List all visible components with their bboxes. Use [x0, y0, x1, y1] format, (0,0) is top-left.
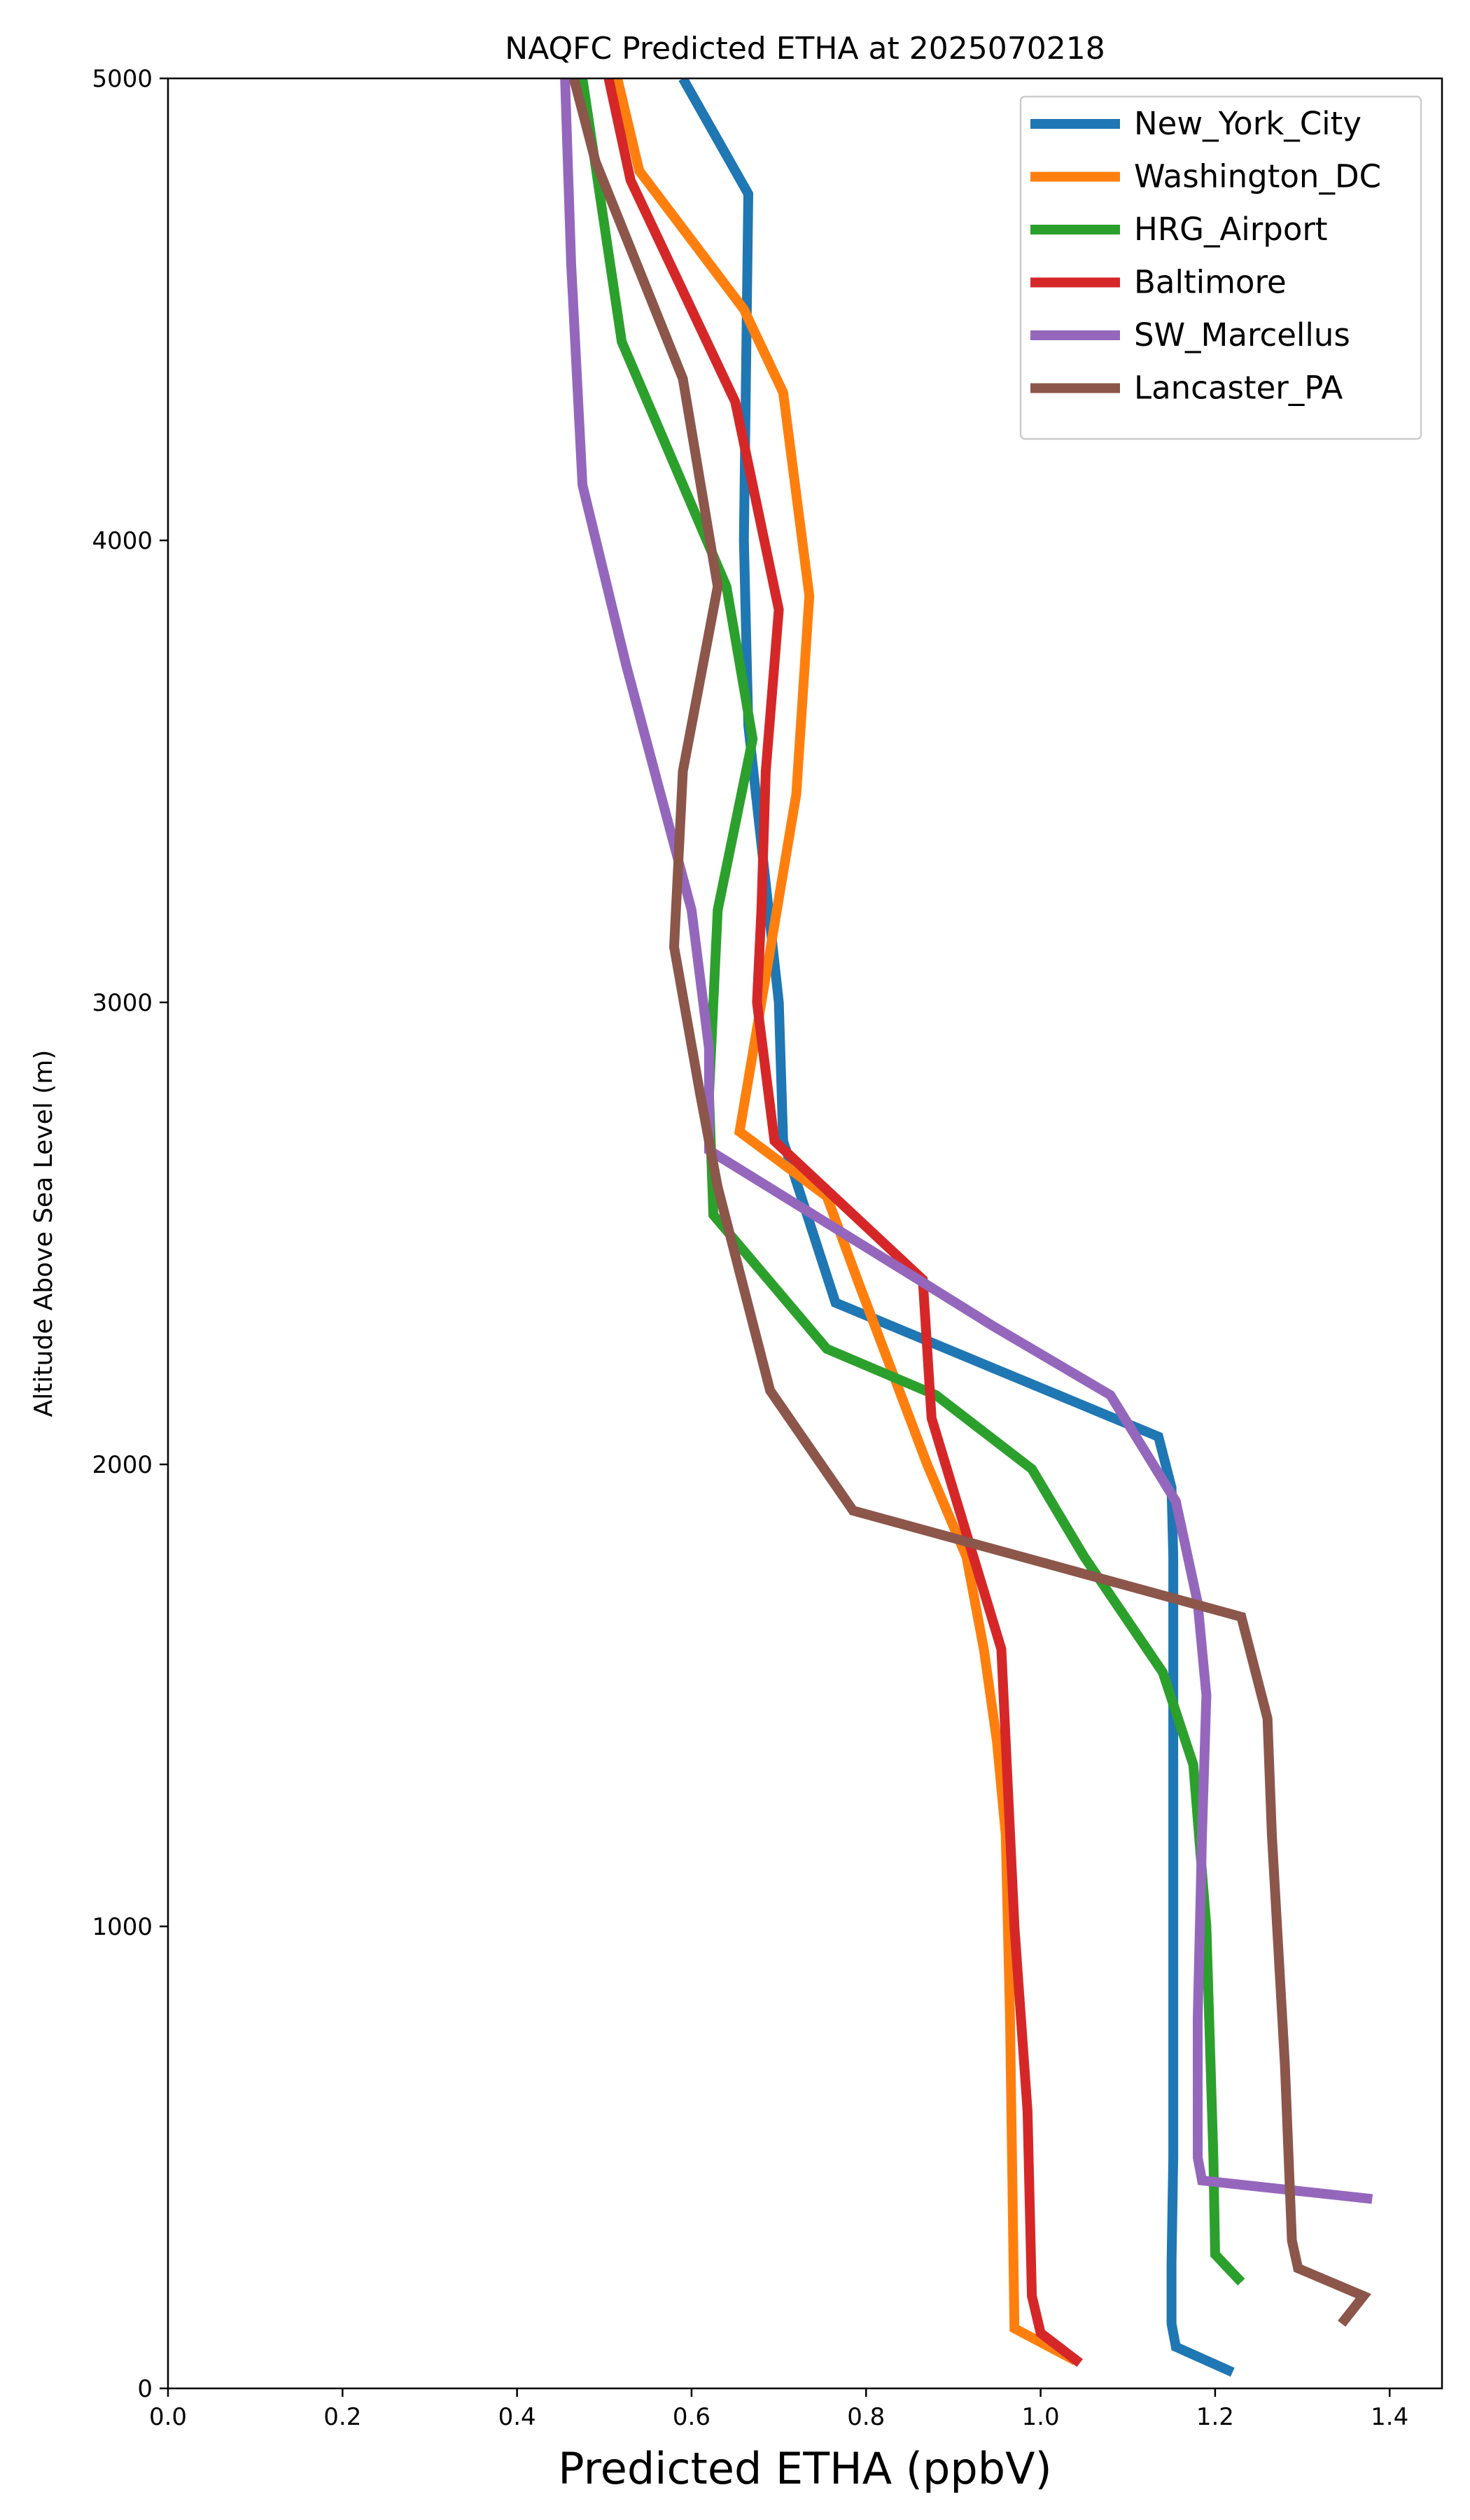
plot-area — [560, 78, 1373, 2377]
series-line-washington-dc — [612, 78, 1078, 2365]
legend-box — [1019, 95, 1422, 440]
y-tick-label: 3000 — [92, 989, 153, 1017]
x-tick-label: 0.2 — [323, 2403, 361, 2431]
y-axis-label: Altitude Above Sea Level (m) — [29, 1050, 58, 1418]
series-line-hrg-airport — [578, 78, 1245, 2286]
legend: New_York_City Washington_DC HRG_Airport Bal… — [1019, 95, 1422, 440]
x-tick-label: 0.4 — [498, 2403, 536, 2431]
x-tick-label: 0.6 — [673, 2403, 710, 2431]
legend-label: Baltimore — [1134, 264, 1287, 301]
series-line-sw-marcellus — [560, 78, 1373, 2204]
y-tick-label: 0 — [137, 2375, 153, 2403]
series-layer — [560, 78, 1373, 2377]
chart-title: NAQFC Predicted ETHA at 2025070218 — [505, 31, 1105, 66]
x-tick-label: 1.4 — [1371, 2403, 1408, 2431]
legend-label: New_York_City — [1134, 105, 1362, 142]
legend-label: HRG_Airport — [1134, 211, 1328, 248]
legend-label: SW_Marcellus — [1134, 316, 1350, 354]
series-line-baltimore — [603, 78, 1083, 2367]
y-axis: 0 1000 2000 3000 4000 5000 — [92, 65, 168, 2403]
y-tick-label: 2000 — [92, 1451, 153, 1479]
plot-frame — [167, 77, 1443, 2390]
x-axis-label: Predicted ETHA (ppbV) — [558, 2443, 1051, 2494]
x-axis: 0.0 0.2 0.4 0.6 0.8 1.0 1.2 1.4 — [149, 2388, 1408, 2431]
y-tick-label: 4000 — [92, 527, 153, 555]
y-tick-label: 1000 — [92, 1913, 153, 1941]
series-line-lancaster-pa — [568, 78, 1371, 2327]
legend-label: Lancaster_PA — [1134, 370, 1343, 407]
x-tick-label: 1.2 — [1196, 2403, 1234, 2431]
legend-label: Washington_DC — [1134, 158, 1381, 195]
x-tick-label: 1.0 — [1022, 2403, 1060, 2431]
x-tick-label: 0.0 — [149, 2403, 187, 2431]
x-tick-label: 0.8 — [847, 2403, 885, 2431]
y-tick-label: 5000 — [92, 65, 153, 93]
